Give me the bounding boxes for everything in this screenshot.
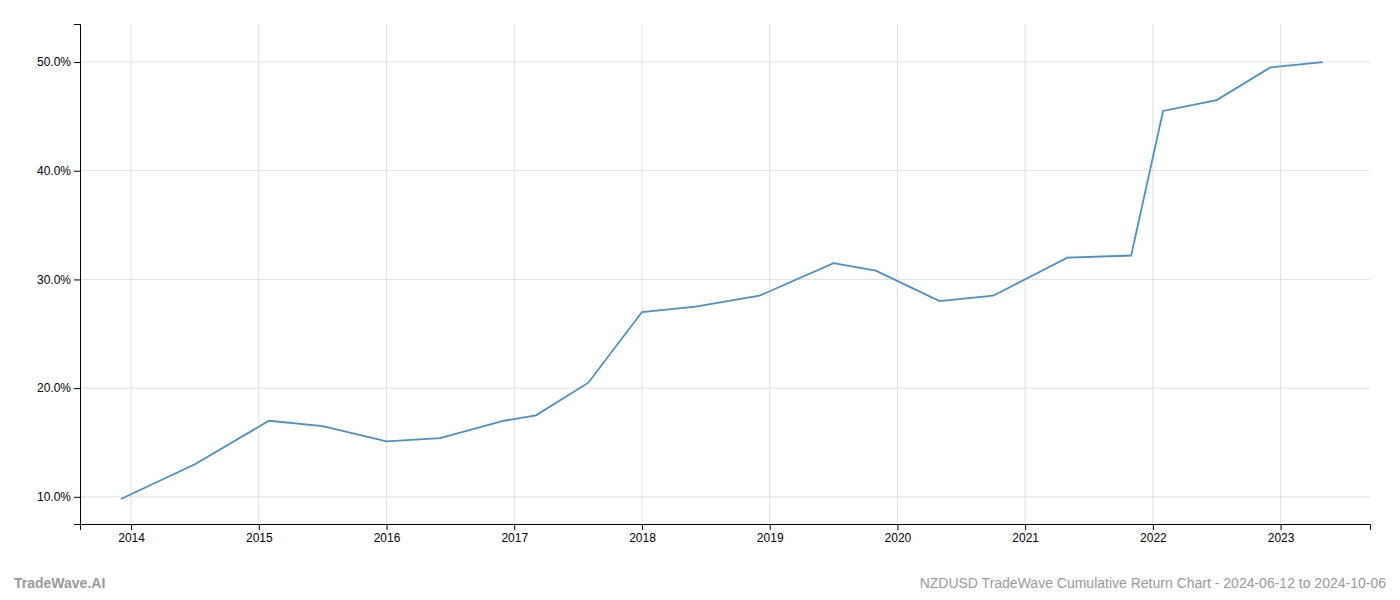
y-tick-label: 50.0% <box>37 55 71 69</box>
x-tick-mark <box>259 524 260 530</box>
chart-container: 2014 2015 2016 2017 2018 2019 2020 2021 2022 2023… <box>0 0 1400 600</box>
plot-area: 2014 2015 2016 2017 2018 2019 2020 2021 2022 2023… <box>37 24 1371 545</box>
x-tick-label: 2015 <box>246 531 273 545</box>
y-tick: 10.0% <box>37 490 80 504</box>
x-tick-mark <box>387 524 388 530</box>
x-tick: 2023 <box>1268 524 1295 545</box>
grid-line-x <box>1025 24 1026 524</box>
x-tick-label: 2017 <box>501 531 528 545</box>
grid <box>80 24 1370 524</box>
y-tick-label: 40.0% <box>37 164 71 178</box>
x-tick-label: 2021 <box>1012 531 1039 545</box>
y-tick: 20.0% <box>37 381 80 395</box>
y-tick: 50.0% <box>37 55 80 69</box>
grid-line-x <box>514 24 515 524</box>
x-tick-mark <box>642 524 643 530</box>
y-tick: 30.0% <box>37 273 80 287</box>
x-tick: 2015 <box>246 524 273 545</box>
x-tick: 2016 <box>374 524 401 545</box>
grid-line-x <box>769 24 770 524</box>
x-tick-label: 2014 <box>118 531 145 545</box>
y-tick-mark <box>74 388 80 389</box>
x-tick: 2014 <box>118 524 145 545</box>
footer-left: TradeWave.AI <box>14 575 105 591</box>
x-axis-line <box>81 525 1371 531</box>
y-tick-mark <box>74 497 80 498</box>
y-tick: 40.0% <box>37 164 80 178</box>
footer: TradeWave.AI NZDUSD TradeWave Cumulative … <box>14 575 1386 591</box>
y-tick-label: 30.0% <box>37 273 71 287</box>
x-tick-mark <box>1281 524 1282 530</box>
grid-line-x <box>258 24 259 524</box>
x-tick-label: 2022 <box>1140 531 1167 545</box>
grid-line-x <box>1152 24 1153 524</box>
chart-svg: 2014 2015 2016 2017 2018 2019 2020 2021 2022 2023… <box>0 0 1400 600</box>
x-tick: 2019 <box>757 524 784 545</box>
marks <box>121 62 1323 499</box>
line <box>121 62 1323 499</box>
x-tick: 2021 <box>1012 524 1039 545</box>
y-tick-label: 10.0% <box>37 490 71 504</box>
x-tick-mark <box>1153 524 1154 530</box>
x-tick-label: 2016 <box>374 531 401 545</box>
grid-line-y <box>80 170 1370 171</box>
grid-line-x <box>386 24 387 524</box>
x-tick-label: 2023 <box>1268 531 1295 545</box>
x-tick: 2020 <box>885 524 912 545</box>
grid-line-y <box>80 388 1370 389</box>
grid-line-y <box>80 496 1370 497</box>
grid-line-x <box>897 24 898 524</box>
x-tick: 2018 <box>629 524 656 545</box>
x-tick-label: 2019 <box>757 531 784 545</box>
y-tick-mark <box>74 62 80 63</box>
y-tick-mark <box>74 171 80 172</box>
x-tick: 2022 <box>1140 524 1167 545</box>
y-tick-mark <box>74 279 80 280</box>
x-tick-mark <box>131 524 132 530</box>
x-tick-mark <box>897 524 898 530</box>
y-axis-line <box>74 25 81 525</box>
y-axis: 10.0% 20.0% 30.0% 40.0% 50.0% <box>37 25 81 525</box>
x-tick-mark <box>770 524 771 530</box>
y-tick-label: 20.0% <box>37 381 71 395</box>
x-tick-label: 2020 <box>885 531 912 545</box>
x-tick-mark <box>1025 524 1026 530</box>
grid-line-x <box>1280 24 1281 524</box>
grid-line-x <box>131 24 132 524</box>
grid-line-y <box>80 279 1370 280</box>
x-tick-label: 2018 <box>629 531 656 545</box>
x-tick-mark <box>514 524 515 530</box>
footer-right: NZDUSD TradeWave Cumulative Return Chart… <box>920 575 1387 591</box>
grid-line-y <box>80 62 1370 63</box>
x-axis: 2014 2015 2016 2017 2018 2019 2020 2021 2022 2023 <box>81 524 1371 545</box>
grid-line-x <box>641 24 642 524</box>
x-tick: 2017 <box>501 524 528 545</box>
